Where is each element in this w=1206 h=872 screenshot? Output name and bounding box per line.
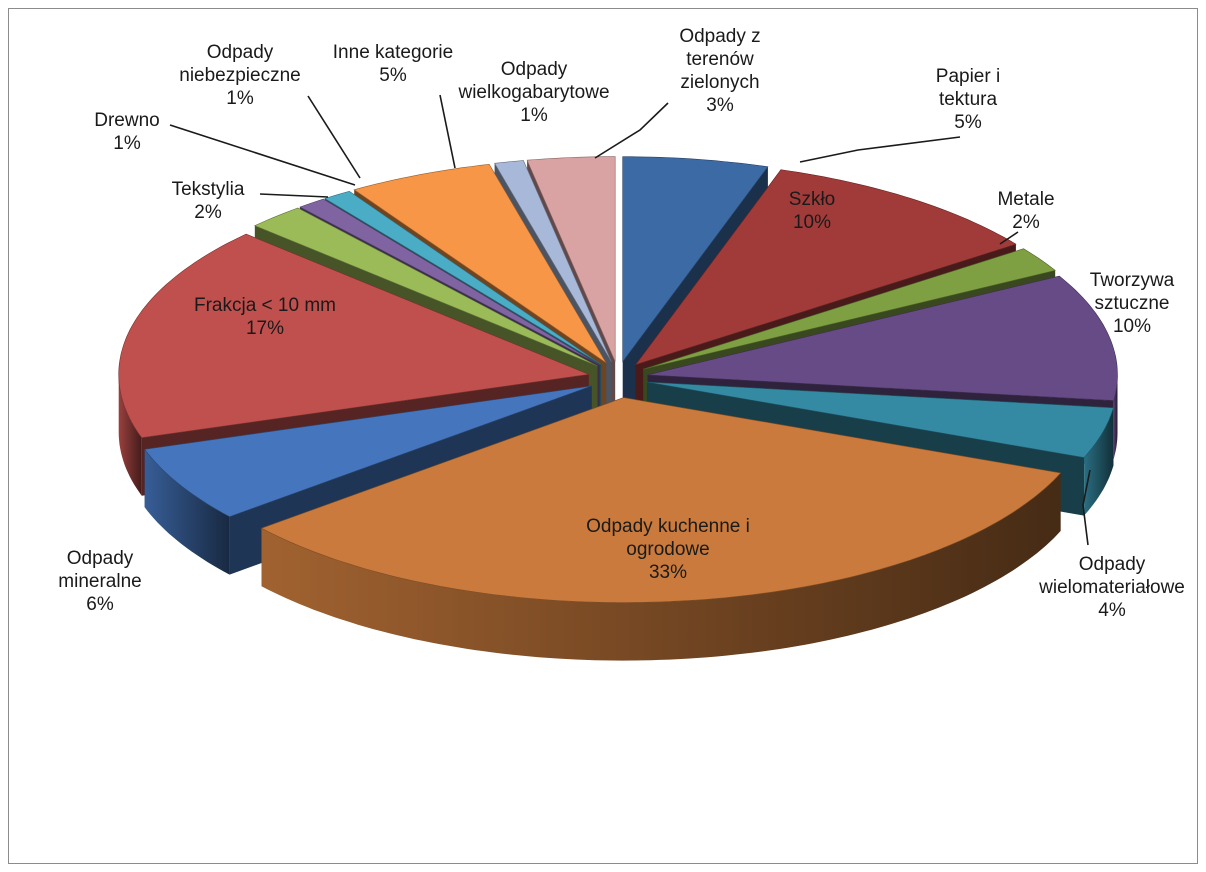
slice-percent-6: 6% (86, 594, 114, 615)
slice-label-line-10-1: niebezpieczne (179, 65, 300, 86)
slice-label-line-11-0: Inne kategorie (333, 42, 453, 63)
slice-5 (260, 397, 1062, 661)
leader-line-11 (439, 94, 456, 169)
leader-line-8 (259, 193, 329, 198)
slice-label-13: Odpady z terenów zielonych 3% (679, 26, 760, 116)
leader-line-10 (307, 95, 361, 179)
leader-line-9 (169, 124, 356, 186)
slice-label-line-6-1: mineralne (58, 571, 141, 592)
slice-top-3 (647, 275, 1118, 401)
slice-label-line-2-0: Metale (997, 189, 1054, 210)
leader-lines (169, 94, 1091, 546)
leader-line-4 (1082, 469, 1091, 546)
slice-label-10: Odpady niebezpieczne 1% (179, 42, 300, 109)
pie-slices (118, 156, 1118, 661)
slice-label-0: Papier i tektura 5% (936, 66, 1000, 133)
slice-wall-3 (1113, 374, 1118, 459)
slice-percent-13: 3% (706, 95, 734, 116)
slice-label-6: Odpady mineralne 6% (58, 548, 141, 615)
slice-top-4 (647, 381, 1114, 458)
slice-label-3: Tworzywa sztuczne 10% (1090, 270, 1175, 337)
slice-top-13 (526, 156, 616, 362)
slice-label-line-12-0: Odpady (501, 59, 568, 80)
slice-percent-12: 1% (520, 105, 548, 126)
slice-percent-1: 10% (793, 212, 831, 233)
slice-label-5: Odpady kuchenne i ogrodowe 33% (586, 516, 750, 583)
slice-top-6 (144, 385, 592, 517)
slice-wall-7 (118, 374, 142, 496)
slice-top-8 (254, 207, 598, 367)
leader-line-13 (594, 102, 669, 159)
slice-labels: Papier i tektura 5%Szkło 10%Metale 2%Tworzyw… (58, 26, 1185, 621)
slice-label-line-3-1: sztuczne (1095, 293, 1170, 314)
slice-label-4: Odpady wielomateriałowe 4% (1038, 554, 1185, 621)
slice-percent-11: 5% (379, 65, 407, 86)
slice-label-line-13-0: Odpady z (679, 26, 760, 47)
slice-percent-3: 10% (1113, 316, 1151, 337)
slice-percent-0: 5% (954, 112, 982, 133)
slice-percent-7: 17% (246, 318, 284, 339)
slice-label-9: Drewno 1% (94, 110, 159, 154)
slice-percent-4: 4% (1098, 600, 1126, 621)
slice-label-line-13-1: terenów (686, 49, 754, 70)
slice-label-1: Szkło 10% (789, 189, 835, 233)
slice-label-line-4-0: Odpady (1079, 554, 1146, 575)
slice-percent-8: 2% (194, 202, 222, 223)
slice-label-line-8-0: Tekstylia (172, 179, 245, 200)
slice-top-0 (622, 156, 769, 363)
slice-label-line-4-1: wielomateriałowe (1038, 577, 1185, 598)
slice-label-line-1-0: Szkło (789, 189, 835, 210)
slice-percent-5: 33% (649, 562, 687, 583)
slice-wall-5 (261, 473, 1061, 661)
slice-label-line-5-0: Odpady kuchenne i (586, 516, 750, 537)
slice-top-7 (118, 233, 590, 439)
slice-top-11 (353, 163, 607, 364)
slice-top-1 (634, 169, 1017, 366)
slice-label-line-5-1: ogrodowe (626, 539, 709, 560)
slice-label-line-12-1: wielkogabarytowe (457, 82, 609, 103)
slice-label-line-0-1: tektura (939, 89, 998, 110)
slice-label-line-10-0: Odpady (207, 42, 274, 63)
slice-label-line-6-0: Odpady (67, 548, 134, 569)
slice-label-line-7-0: Frakcja < 10 mm (194, 295, 336, 316)
slice-top-5 (260, 397, 1062, 603)
slice-top-2 (643, 248, 1056, 370)
slice-label-8: Tekstylia 2% (172, 179, 245, 223)
slice-wall-6 (144, 449, 230, 575)
slice-label-line-3-0: Tworzywa (1090, 270, 1175, 291)
slice-label-line-0-0: Papier i (936, 66, 1000, 87)
leader-line-0 (799, 136, 961, 163)
slice-label-2: Metale 2% (997, 189, 1054, 233)
slice-percent-10: 1% (226, 88, 254, 109)
slice-percent-9: 1% (113, 133, 141, 154)
slice-percent-2: 2% (1012, 212, 1040, 233)
slice-label-12: Odpady wielkogabarytowe 1% (457, 59, 609, 126)
slice-label-line-13-2: zielonych (680, 72, 759, 93)
slice-label-7: Frakcja < 10 mm 17% (194, 295, 336, 339)
leader-line-2 (999, 231, 1019, 245)
slice-label-line-9-0: Drewno (94, 110, 159, 131)
slice-top-9 (299, 198, 600, 366)
slice-top-10 (324, 190, 602, 365)
slice-wall-4 (1084, 407, 1114, 516)
slice-label-11: Inne kategorie 5% (333, 42, 453, 86)
slice-top-12 (494, 160, 612, 363)
